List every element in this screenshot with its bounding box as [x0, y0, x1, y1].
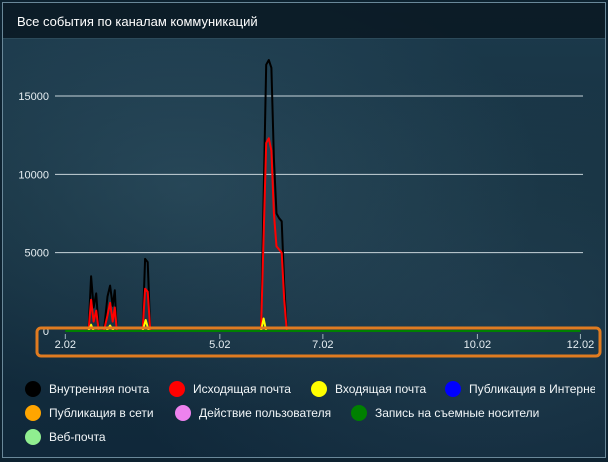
legend-label: Входящая почта — [335, 382, 427, 396]
y-tick-label: 0 — [43, 326, 49, 338]
y-tick-label: 15000 — [18, 91, 49, 103]
y-tick-label: 5000 — [25, 248, 49, 260]
chart-svg: 0 5000 10000 15000 2.02 5.02 7.02 10.02 12.02 — [18, 59, 602, 358]
legend-label: Публикация в сети — [49, 406, 154, 420]
legend-color-dot — [175, 405, 191, 421]
x-tick-label: 10.02 — [464, 339, 492, 351]
grid-layer: 0 5000 10000 15000 — [18, 91, 583, 338]
legend-label: Исходящая почта — [193, 382, 291, 396]
y-tick-label: 10000 — [18, 169, 49, 181]
legend-item-internet-publication[interactable]: Публикация в Интерне — [445, 379, 595, 399]
legend-color-dot — [169, 381, 185, 397]
legend-label: Внутренняя почта — [49, 382, 150, 396]
legend-color-dot — [25, 405, 41, 421]
legend-item-internal-mail[interactable]: Внутренняя почта — [25, 379, 149, 399]
legend-item-web-mail[interactable]: Веб-почта — [25, 427, 106, 447]
legend-item-outgoing-mail[interactable]: Исходящая почта — [169, 379, 291, 399]
legend-color-dot — [351, 405, 367, 421]
widget-title: Все события по каналам коммуникаций — [17, 14, 258, 29]
legend-color-dot — [445, 381, 461, 397]
legend-item-removable-media[interactable]: Запись на съемные носители — [351, 403, 539, 423]
legend-color-dot — [25, 381, 41, 397]
legend-label: Запись на съемные носители — [375, 406, 540, 420]
widget-header: Все события по каналам коммуникаций — [3, 3, 605, 39]
x-axis-layer: 2.02 5.02 7.02 10.02 12.02 — [55, 334, 595, 351]
legend-color-dot — [25, 429, 41, 445]
x-tick-label: 12.02 — [567, 339, 595, 351]
x-tick-label: 7.02 — [312, 339, 333, 351]
legend-item-network-publication[interactable]: Публикация в сети — [25, 403, 154, 423]
legend-label: Публикация в Интерне — [469, 382, 595, 396]
series-line — [75, 59, 288, 332]
legend-color-dot — [311, 381, 327, 397]
x-axis-range-highlight[interactable] — [35, 326, 602, 358]
series-layer — [65, 59, 581, 332]
legend-item-user-action[interactable]: Действие пользователя — [175, 403, 331, 423]
series-line — [75, 137, 288, 332]
x-tick-label: 5.02 — [209, 339, 230, 351]
legend-label: Веб-почта — [49, 430, 106, 444]
legend-label: Действие пользователя — [199, 406, 332, 420]
events-line-chart: 0 5000 10000 15000 2.02 5.02 7.02 10.02 12.02 — [3, 39, 605, 369]
chart-legend: Внутренняя почта Исходящая почта Входяща… — [3, 369, 605, 457]
legend-item-incoming-mail[interactable]: Входящая почта — [311, 379, 426, 399]
x-tick-label: 2.02 — [55, 339, 76, 351]
